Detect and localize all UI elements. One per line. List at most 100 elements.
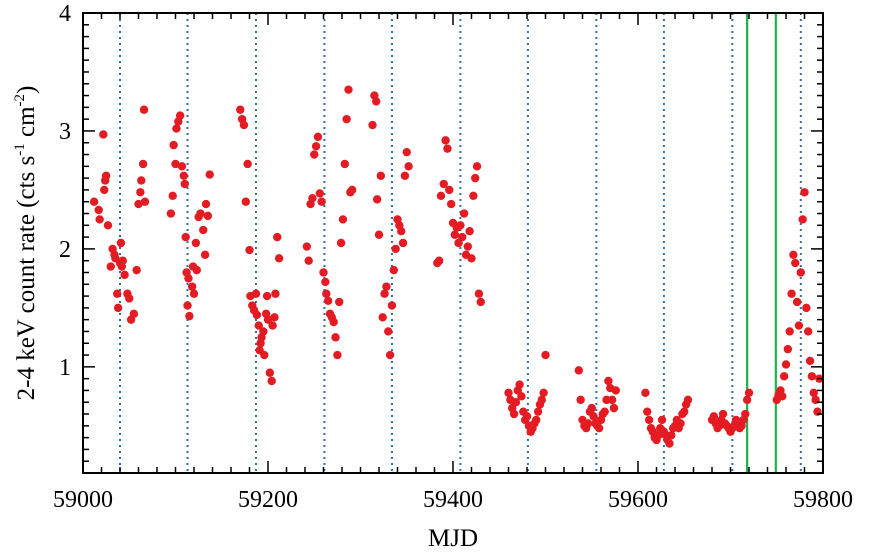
data-point <box>594 423 604 433</box>
data-point <box>458 232 467 242</box>
data-point <box>397 227 406 236</box>
data-point <box>239 120 249 130</box>
data-point <box>436 191 446 201</box>
data-point <box>709 412 719 421</box>
data-point <box>329 317 338 327</box>
x-tick-label: 59400 <box>423 487 483 513</box>
data-point <box>106 262 115 271</box>
data-point <box>263 315 273 324</box>
data-point <box>103 221 113 230</box>
data-point <box>385 350 395 360</box>
data-point <box>243 159 252 169</box>
data-point <box>522 412 532 421</box>
data-point <box>251 289 261 298</box>
data-point <box>809 388 818 397</box>
data-point <box>398 238 408 248</box>
data-point <box>136 188 145 197</box>
data-point <box>175 111 185 120</box>
data-point <box>99 130 108 139</box>
y-axis-title-end: ) <box>13 86 40 94</box>
data-point <box>140 197 150 206</box>
data-point <box>271 289 280 298</box>
y-axis-title-main: 2-4 keV count rate (cts s <box>13 156 40 401</box>
data-point <box>504 388 513 397</box>
data-point <box>683 395 693 405</box>
data-points <box>89 85 824 448</box>
data-point <box>376 171 386 180</box>
data-point <box>308 193 317 203</box>
y-tick-label: 3 <box>59 119 71 145</box>
data-point <box>791 258 800 268</box>
data-point <box>443 144 452 153</box>
data-point <box>467 254 476 263</box>
data-point <box>389 265 398 275</box>
x-axis-title: MJD <box>428 525 478 552</box>
y-tick-label: 2 <box>59 237 71 263</box>
data-point <box>372 97 381 106</box>
data-point <box>539 388 548 397</box>
data-point <box>252 310 262 320</box>
data-point <box>138 159 148 169</box>
data-point <box>101 171 111 180</box>
data-point <box>609 403 619 413</box>
data-point <box>169 140 178 150</box>
data-point <box>387 301 397 310</box>
data-point <box>541 350 550 360</box>
data-point <box>533 407 543 416</box>
data-point <box>607 395 617 405</box>
data-point <box>262 291 272 301</box>
data-point <box>665 439 674 448</box>
data-point <box>187 282 197 291</box>
data-point <box>456 221 465 230</box>
data-point <box>199 225 208 235</box>
data-point <box>120 270 129 280</box>
data-point <box>139 105 149 114</box>
data-point <box>179 171 189 180</box>
data-point <box>380 289 389 298</box>
x-tick-label: 59000 <box>53 487 113 513</box>
data-point <box>113 303 123 313</box>
y-axis-title: 2-4 keV count rate (cts s-1 cm-2) <box>12 86 40 401</box>
data-point <box>274 254 284 263</box>
data-point <box>200 250 210 259</box>
data-point <box>323 296 333 305</box>
data-point <box>611 386 620 395</box>
data-point <box>532 415 541 425</box>
data-point <box>476 297 485 307</box>
data-point <box>509 409 519 419</box>
data-point <box>657 415 667 425</box>
data-point <box>794 321 804 330</box>
data-point <box>469 191 478 201</box>
data-point <box>600 407 609 416</box>
data-point <box>317 197 326 206</box>
data-point <box>576 395 585 405</box>
data-point <box>172 124 181 133</box>
x-tick-label: 59600 <box>608 487 668 513</box>
data-point <box>400 171 410 180</box>
data-point <box>583 419 593 428</box>
data-point <box>113 289 122 298</box>
data-point <box>434 256 444 265</box>
data-point <box>125 294 134 303</box>
data-point <box>676 419 685 428</box>
data-point <box>259 327 268 336</box>
data-point <box>680 407 689 416</box>
data-point <box>201 199 211 209</box>
data-point <box>384 327 393 336</box>
data-point <box>402 147 411 157</box>
data-point <box>644 415 654 425</box>
data-point <box>446 199 456 209</box>
data-point <box>95 215 104 224</box>
data-point <box>804 327 813 336</box>
data-point <box>185 311 194 321</box>
data-point <box>391 244 400 254</box>
data-point <box>374 230 384 239</box>
data-point <box>267 376 276 386</box>
data-point <box>450 230 460 239</box>
data-point <box>517 392 526 401</box>
data-point <box>192 265 201 275</box>
data-point <box>347 185 357 195</box>
tick-labels: 59000 59200 59400 59600 59800 1 2 3 4 <box>53 1 853 513</box>
data-point <box>241 197 250 206</box>
